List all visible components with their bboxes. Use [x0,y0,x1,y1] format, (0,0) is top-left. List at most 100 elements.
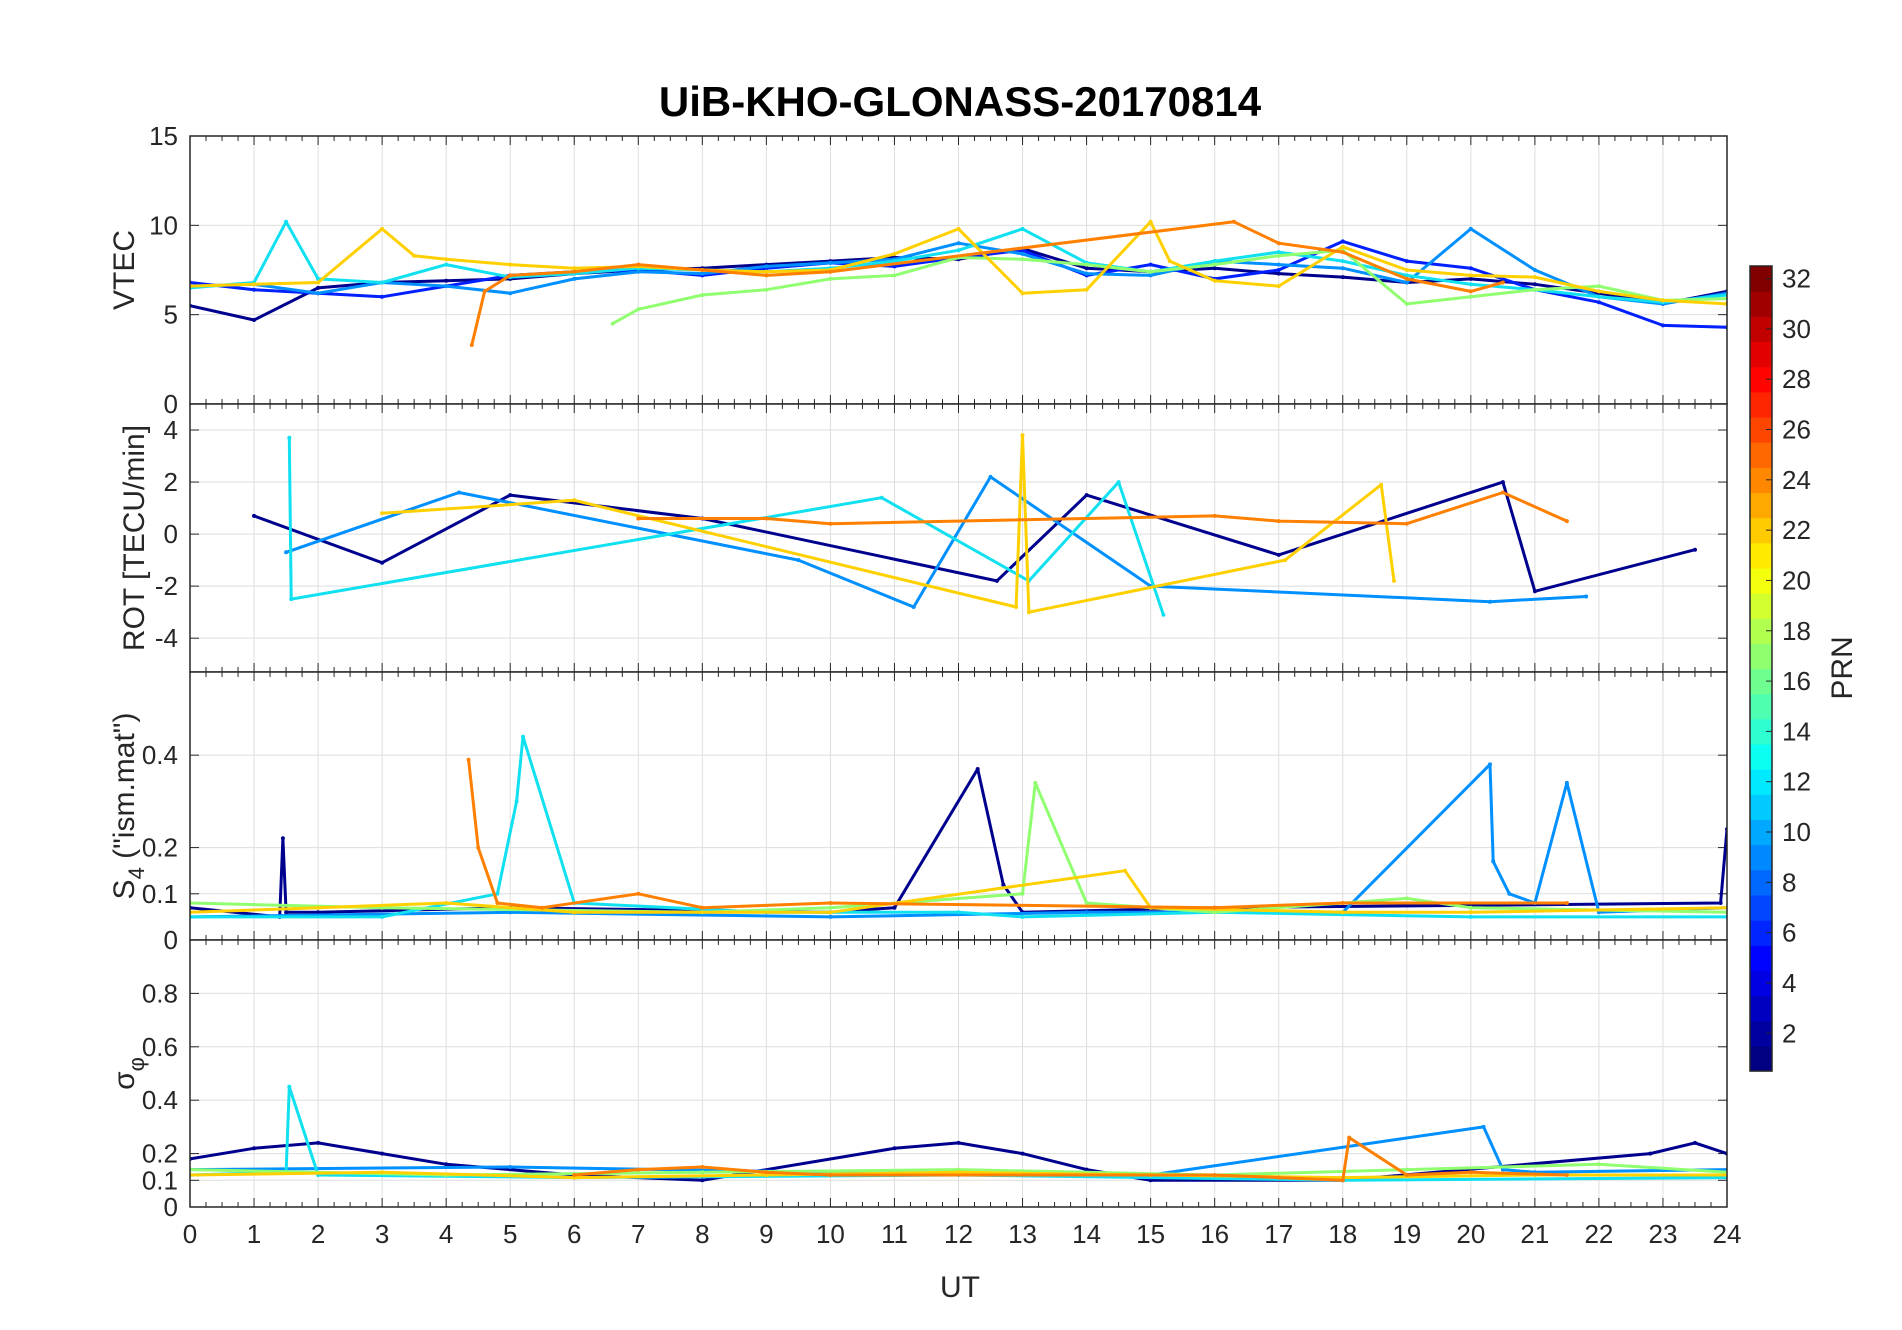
data-point [1596,1162,1601,1167]
x-tick-label: 13 [1008,1219,1037,1249]
x-tick-label: 24 [1713,1219,1742,1249]
panel-2: -4 -2 0 2 4 ROT [TECU/min] [118,403,1728,673]
data-point [380,226,385,231]
colorbar-segment [1750,844,1772,871]
data-point [252,513,256,518]
data-point [1564,1173,1569,1177]
data-point [316,285,321,290]
data-point [1404,1173,1409,1177]
data-point [1340,275,1345,280]
data-point [764,516,769,521]
data-point [1468,914,1473,919]
colorbar-segment [1750,769,1772,795]
y-tick-label: 0 [164,519,178,549]
data-point [1532,287,1537,292]
data-point [457,490,461,495]
data-point [1084,901,1089,905]
colorbar-tick-label: 24 [1782,465,1811,495]
data-point [1468,905,1473,910]
data-point [1033,780,1038,785]
series-line [467,759,1567,910]
data-point [1212,262,1217,267]
y-tick-label: 5 [164,300,178,330]
colorbar-tick-label: 12 [1782,767,1811,797]
colorbar-segment [1750,693,1772,720]
axes-frame [189,939,1728,1208]
data-point [444,257,449,262]
data-point [1596,289,1601,294]
series-group [252,433,1697,617]
data-point [1001,882,1006,887]
data-point [316,910,321,915]
data-point [1340,250,1345,255]
colorbar-tick-label: 16 [1782,666,1811,696]
x-tick-label: 19 [1392,1219,1421,1249]
data-point [1212,266,1217,271]
data-point [956,248,961,253]
data-point [508,273,513,278]
data-point [1084,287,1089,292]
data-point [1276,1175,1281,1180]
colorbar-tick-label: 10 [1782,817,1811,847]
data-point [700,1178,705,1183]
y-tick-label: 2 [164,467,178,497]
data-point [1084,262,1089,267]
data-point [1276,271,1281,276]
series-line [287,437,1165,616]
data-point [1404,521,1409,526]
data-point [828,914,833,919]
y-tick-label: 0 [164,389,178,419]
data-point [764,287,769,292]
y-tick-label: 0.2 [142,1139,178,1169]
series-line [190,869,1727,914]
colorbar-segment [1750,718,1772,745]
data-point [284,550,289,555]
data-point [1718,901,1723,905]
data-point [508,262,513,267]
colorbar-tick-label: 20 [1782,565,1811,595]
data-point [1500,490,1505,495]
colorbar-tick-label: 8 [1782,867,1796,897]
colorbar-segment [1750,794,1772,821]
data-point [1500,280,1505,285]
data-point [1276,241,1281,246]
colorbar-segment [1750,291,1772,317]
colorbar-segment [1750,316,1772,343]
data-point [508,493,513,498]
y-axis-label-sub: 4 [124,867,149,879]
colorbar-segment [1750,1020,1772,1047]
data-point [1488,762,1492,767]
data-point [892,1146,897,1151]
data-point [1491,859,1496,864]
data-point [1468,289,1473,294]
data-point [1661,323,1665,328]
data-point [956,910,961,915]
colorbar-segment [1750,945,1772,971]
data-point [287,1084,292,1089]
series-line [574,1136,1567,1182]
data-point [956,226,961,231]
data-point [764,1170,769,1175]
series-line [253,480,1696,593]
data-point [1276,552,1281,557]
data-point [508,291,513,296]
data-point [764,273,769,278]
data-point [1212,905,1217,910]
data-point [316,291,321,296]
data-point [1404,273,1409,278]
data-point [444,1162,449,1167]
x-tick-label: 14 [1072,1219,1101,1249]
data-point [1020,891,1025,896]
colorbar-segment [1750,442,1772,468]
data-point [1693,547,1697,552]
y-tick-label: 15 [149,121,178,151]
data-point [828,521,833,526]
colorbar-tick-label: 28 [1782,364,1811,394]
colorbar-segment [1750,995,1772,1022]
data-point [252,282,256,287]
colorbar-tick-label: 26 [1782,415,1811,445]
data-point [1596,300,1601,305]
colorbar-tick-label: 14 [1782,716,1811,746]
x-tick-label: 17 [1264,1219,1293,1249]
